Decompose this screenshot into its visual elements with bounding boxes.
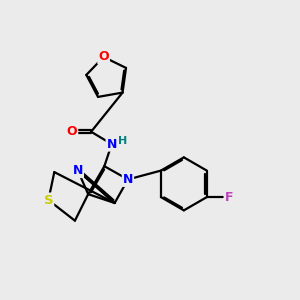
Text: N: N [73, 164, 83, 177]
Text: F: F [225, 190, 233, 204]
Text: H: H [118, 136, 128, 146]
Text: N: N [123, 173, 133, 186]
Text: O: O [98, 50, 109, 64]
Text: N: N [106, 138, 117, 151]
Text: S: S [44, 194, 53, 207]
Text: O: O [67, 125, 77, 138]
